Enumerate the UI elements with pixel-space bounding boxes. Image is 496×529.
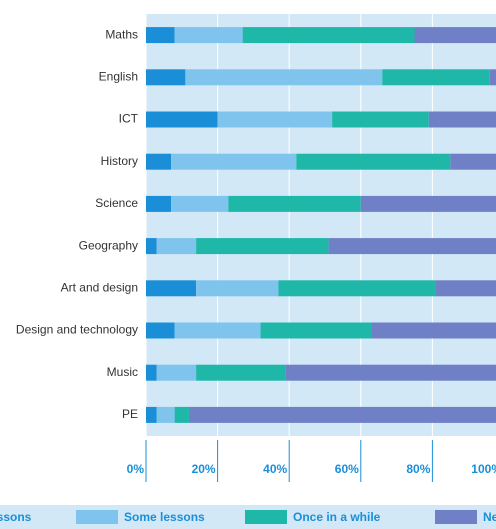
bar-segment — [371, 322, 496, 339]
y-tick-label: English — [99, 69, 138, 83]
y-tick-label: Music — [107, 365, 138, 379]
bar-segment — [146, 406, 157, 423]
bar-segment — [278, 280, 436, 297]
bar-segment — [450, 153, 496, 170]
y-tick-label: Art and design — [61, 280, 138, 294]
legend-label: Some lessons — [124, 510, 205, 524]
y-tick-label: History — [101, 154, 138, 168]
bar-segment — [428, 111, 496, 128]
bar-segment — [296, 153, 451, 170]
y-tick-label: Design and technology — [16, 323, 138, 337]
bar-segment — [260, 322, 372, 339]
bar-segment — [156, 238, 197, 255]
bar-segment — [196, 364, 286, 381]
bar-segment — [360, 195, 496, 212]
x-tick-label: 60% — [335, 462, 359, 476]
y-tick-label: PE — [122, 407, 138, 421]
bar-segment — [146, 27, 175, 44]
bar-segment — [328, 238, 496, 255]
legend-swatch — [245, 510, 287, 524]
bar-segment — [146, 238, 157, 255]
x-tick-label: 100% — [471, 462, 496, 476]
bar-segment — [171, 195, 229, 212]
bar-segment — [146, 364, 157, 381]
bar-segment — [242, 27, 415, 44]
y-tick-label: ICT — [119, 112, 139, 126]
bar-segment — [146, 280, 197, 297]
bar-segment — [146, 111, 218, 128]
bar-segment — [382, 69, 490, 86]
legend-label: Never — [483, 510, 496, 524]
bar-segment — [188, 406, 496, 423]
bar-segment — [228, 195, 361, 212]
bar-segment — [171, 153, 297, 170]
legend-label: All lessons — [0, 510, 32, 524]
x-tick-label: 20% — [192, 462, 216, 476]
bar-segment — [414, 27, 496, 44]
bar-segment — [146, 322, 175, 339]
bar-segment — [174, 27, 243, 44]
legend-swatch — [76, 510, 118, 524]
bar-segment — [332, 111, 429, 128]
bar-segment — [174, 406, 189, 423]
bar-segment — [489, 69, 496, 86]
x-tick-label: 40% — [263, 462, 287, 476]
bar-segment — [174, 322, 261, 339]
bar-segment — [196, 280, 279, 297]
bar-segment — [185, 69, 383, 86]
bar-segment — [285, 364, 496, 381]
legend-label: Once in a while — [293, 510, 381, 524]
x-tick-label: 80% — [406, 462, 430, 476]
bar-segment — [156, 364, 197, 381]
bar-segment — [146, 153, 172, 170]
bar-segment — [146, 69, 186, 86]
y-tick-label: Science — [95, 196, 138, 210]
legend-swatch — [435, 510, 477, 524]
bar-segment — [217, 111, 333, 128]
bar-segment — [156, 406, 175, 423]
x-tick-label: 0% — [127, 462, 145, 476]
bar-segment — [435, 280, 496, 297]
y-tick-label: Geography — [79, 238, 138, 252]
bar-segment — [146, 195, 172, 212]
y-tick-label: Maths — [105, 27, 138, 41]
bar-segment — [196, 238, 329, 255]
